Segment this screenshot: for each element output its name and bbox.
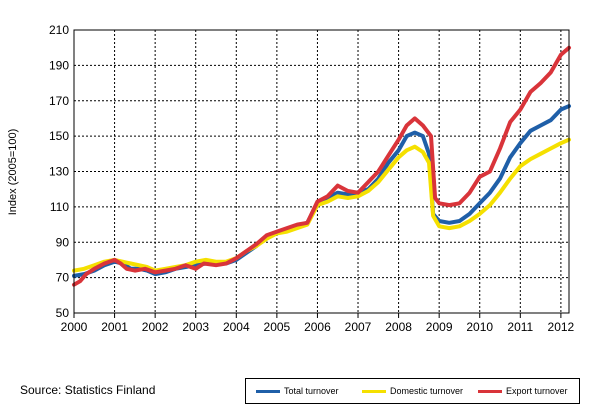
axes: 50 70 90 110 130 150 170 190 210 2000 2001 2002 2003…	[49, 23, 575, 334]
y-tick-label: 70	[56, 271, 70, 285]
legend-swatch-total	[256, 389, 280, 393]
x-tick-label: 2010	[466, 320, 493, 334]
y-tick-label: 90	[56, 235, 70, 249]
series-lines	[72, 45, 571, 287]
x-tick-label: 2003	[182, 320, 209, 334]
legend-label-total: Total turnover	[284, 386, 339, 396]
legend-item-export: Export turnover	[478, 379, 568, 403]
x-tick-label: 2008	[385, 320, 412, 334]
x-tick-label: 2009	[426, 320, 453, 334]
y-tick-label: 190	[49, 58, 69, 72]
y-tick-label: 170	[49, 94, 69, 108]
y-tick-label: 130	[49, 165, 69, 179]
y-tick-label: 150	[49, 129, 69, 143]
x-tick-label: 2012	[548, 320, 575, 334]
y-tick-label: 50	[56, 306, 70, 320]
series-line-total	[72, 104, 571, 278]
legend-swatch-domestic	[362, 389, 386, 393]
legend-label-domestic: Domestic turnover	[390, 386, 464, 396]
x-tick-label: 2004	[223, 320, 250, 334]
legend: Total turnover Domestic turnover Export …	[245, 378, 580, 404]
x-tick-label: 2007	[345, 320, 372, 334]
legend-swatch-export	[478, 389, 502, 393]
plot-frame	[73, 29, 570, 314]
x-tick-label: 2006	[304, 320, 331, 334]
source-note: Source: Statistics Finland	[20, 383, 156, 397]
x-tick-label: 2002	[142, 320, 169, 334]
y-tick-label: 110	[50, 200, 69, 214]
y-tick-label: 210	[49, 23, 69, 37]
series-line-export	[72, 45, 571, 287]
legend-item-total: Total turnover	[256, 379, 339, 403]
legend-item-domestic: Domestic turnover	[362, 379, 463, 403]
x-tick-label: 2011	[507, 320, 533, 334]
x-tick-label: 2001	[101, 320, 128, 334]
x-tick-label: 2005	[264, 320, 291, 334]
x-tick-label: 2000	[61, 320, 88, 334]
legend-label-export: Export turnover	[506, 386, 568, 396]
y-axis-title: Index (2005=100)	[7, 129, 19, 216]
